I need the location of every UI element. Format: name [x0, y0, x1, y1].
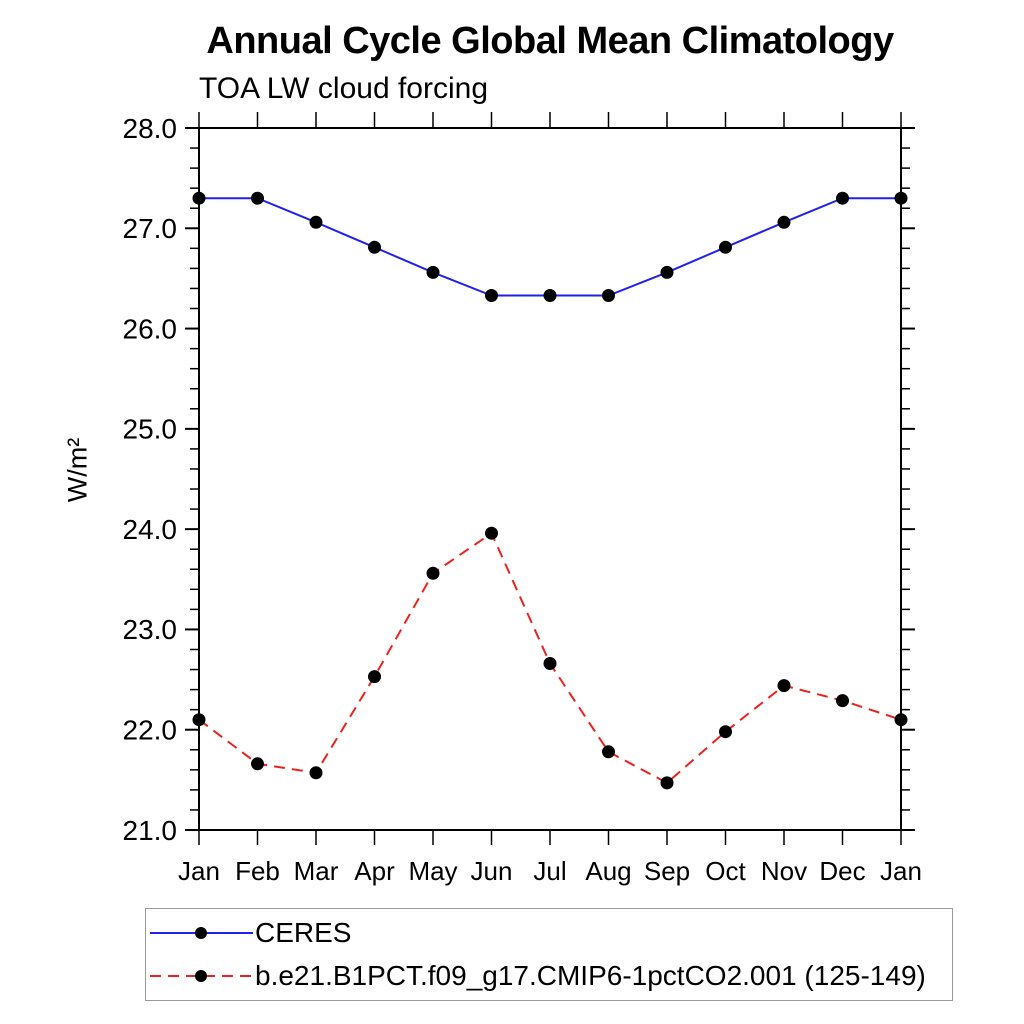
x-tick-label: Apr	[354, 856, 395, 886]
chart-subtitle: TOA LW cloud forcing	[199, 72, 489, 105]
data-point-marker	[485, 526, 498, 540]
y-tick-label: 28.0	[123, 113, 178, 144]
data-point-marker	[602, 289, 615, 302]
legend-label: CERES	[255, 916, 352, 948]
chart-title: Annual Cycle Global Mean Climatology	[206, 20, 894, 62]
data-point-marker	[309, 766, 323, 780]
data-point-marker	[309, 215, 323, 229]
data-point-marker	[426, 566, 440, 580]
x-tick-label: Jan	[178, 856, 220, 886]
data-point-marker	[836, 694, 849, 708]
data-point-marker	[836, 191, 849, 205]
data-point-marker	[485, 289, 498, 302]
data-point-marker	[719, 240, 732, 254]
legend-line-sample	[150, 970, 253, 983]
legend-sample-marker	[195, 926, 207, 939]
x-tick-label: Jan	[880, 856, 922, 886]
data-point-marker	[894, 191, 908, 205]
data-point-marker	[368, 240, 381, 254]
y-tick-label: 23.0	[123, 614, 178, 645]
x-tick-label: Oct	[705, 856, 746, 886]
data-point-marker	[660, 776, 674, 790]
x-tick-label: Jul	[533, 856, 566, 886]
x-tick-label: Aug	[585, 856, 631, 886]
y-tick-label: 21.0	[123, 815, 178, 846]
x-tick-label: Jun	[471, 856, 513, 886]
data-point-marker	[251, 191, 264, 205]
data-point-marker	[543, 289, 557, 302]
legend-sample-marker	[195, 970, 207, 983]
x-tick-label: Nov	[761, 856, 807, 886]
data-point-marker	[543, 657, 557, 670]
data-point-marker	[192, 713, 206, 727]
data-point-marker	[894, 713, 908, 727]
y-tick-label: 22.0	[123, 715, 178, 746]
x-tick-label: Sep	[644, 856, 690, 886]
data-point-marker	[660, 265, 674, 279]
legend-line-sample	[150, 926, 253, 939]
y-tick-label: 26.0	[123, 313, 178, 344]
y-tick-label: 27.0	[123, 213, 178, 244]
data-point-marker	[719, 725, 732, 739]
x-tick-label: Feb	[235, 856, 280, 886]
data-point-marker	[426, 265, 440, 279]
data-point-marker	[777, 215, 791, 229]
data-point-marker	[368, 670, 381, 684]
x-tick-label: Mar	[294, 856, 339, 886]
series-line	[199, 197, 901, 297]
y-tick-label: 24.0	[123, 514, 178, 545]
legend-entry-ceres: CERES	[146, 913, 952, 953]
x-tick-label: May	[408, 856, 457, 886]
legend-box: CERES b.e21.B1PCT.f09_g17.CMIP6-1pctCO2.…	[145, 908, 953, 1001]
x-tick-label: Dec	[819, 856, 865, 886]
plot-frame	[198, 127, 902, 831]
legend-entry-model: b.e21.B1PCT.f09_g17.CMIP6-1pctCO2.001 (1…	[146, 956, 952, 996]
y-tick-label: 25.0	[123, 414, 178, 445]
data-point-marker	[251, 757, 264, 771]
legend-label: b.e21.B1PCT.f09_g17.CMIP6-1pctCO2.001 (1…	[255, 960, 926, 992]
data-point-marker	[192, 191, 206, 205]
data-point-marker	[602, 745, 615, 759]
data-point-marker	[777, 679, 791, 693]
